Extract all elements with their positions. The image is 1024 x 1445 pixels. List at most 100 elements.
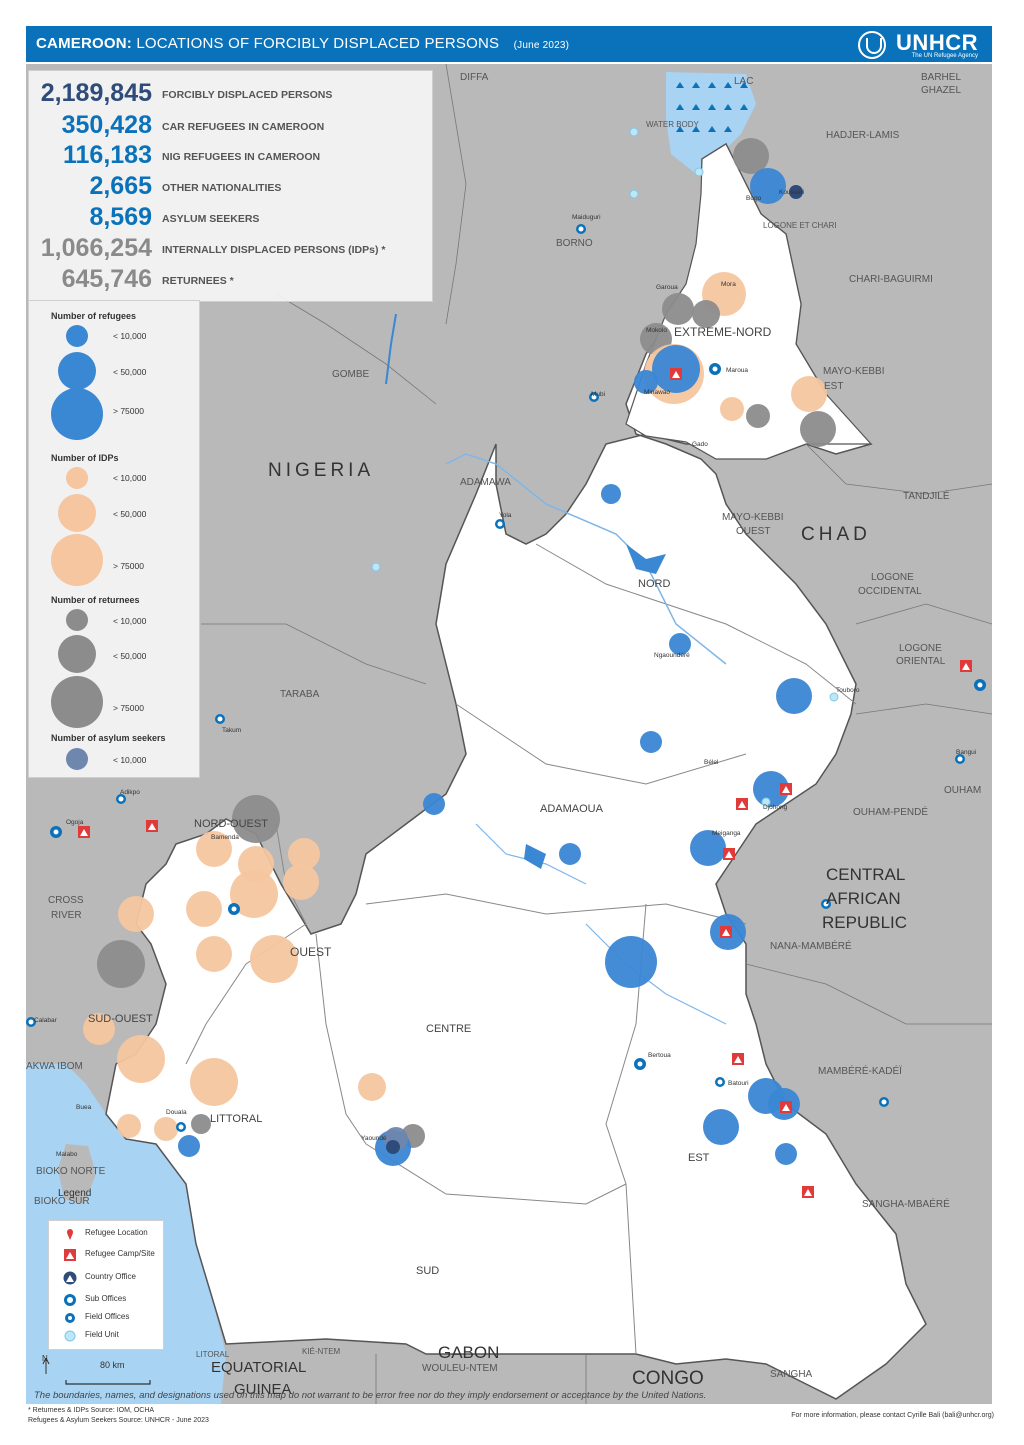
refugees-circle xyxy=(423,793,445,815)
neighbour-label-17: NANA-MAMBÉRÉ xyxy=(770,939,852,952)
town-label-20: Mubi xyxy=(591,391,605,398)
office-marker-core xyxy=(823,901,829,907)
refugees-circle xyxy=(703,1109,739,1145)
country-label-nigeria: NIGERIA xyxy=(268,460,374,481)
legend-returnee-medium xyxy=(58,635,96,673)
legend-asylum-title: Number of asylum seekers xyxy=(51,733,166,743)
car-boundary-2 xyxy=(745,963,992,1025)
region-label-6: LITTORAL xyxy=(210,1113,262,1125)
refugees-circle xyxy=(776,678,812,714)
region-label-5: SUD-OUEST xyxy=(88,1013,153,1025)
region-label-0: EXTREME-NORD xyxy=(674,325,772,339)
neighbour-label-21: BORNO xyxy=(556,238,593,249)
legend-refugee-lbl-1: < 10,000 xyxy=(113,331,147,341)
boundary-nord-adamaoua xyxy=(535,543,857,705)
office-marker-core xyxy=(637,1061,643,1067)
refugee-location-icon xyxy=(67,1229,73,1240)
boundary-centre-est xyxy=(365,893,747,925)
refugee-camp-icon xyxy=(64,1249,76,1261)
town-label-10: Buea xyxy=(76,1104,92,1111)
legend-idp-medium xyxy=(58,494,96,532)
town-label-2: Kousseri xyxy=(779,189,804,196)
region-label-8: EST xyxy=(688,1152,710,1164)
idps-circle xyxy=(250,935,298,983)
north-label: N xyxy=(42,1354,48,1363)
neighbour-label-13: LOGONE xyxy=(899,643,942,654)
country-label-congo: CONGO xyxy=(632,1368,704,1389)
neighbour-label-11: LOGONE xyxy=(871,572,914,583)
neighbour-label-18: MAMBÉRÉ-KADÉÏ xyxy=(818,1064,902,1077)
neighbour-label-2: BARHEL xyxy=(921,72,961,83)
symbol-legend: Refugee Location Refugee Camp/Site Count… xyxy=(48,1220,164,1350)
stat-asylum-seekers: 8,569 ASYLUM SEEKERS xyxy=(89,203,260,231)
field-unit-marker xyxy=(629,127,639,137)
refugees-circle xyxy=(634,370,658,394)
island-site-icon xyxy=(676,126,684,132)
town-label-5: Bertoua xyxy=(648,1052,671,1059)
refugees-circle xyxy=(690,830,726,866)
map-labels: NIGERIA CHAD CENTRAL AFRICAN REPUBLIC GABON CO… xyxy=(26,72,981,1398)
neighbour-label-10: OUEST xyxy=(736,526,770,537)
field-unit-marker xyxy=(694,167,704,177)
town-label-0: Maroua xyxy=(726,367,748,374)
legend-returnee-lbl-3: > 75000 xyxy=(113,703,144,713)
town-label-25: Calabar xyxy=(34,1017,58,1024)
idps-circle xyxy=(196,936,232,972)
camp-tent-shape xyxy=(962,663,970,670)
town-label-26: Malabo xyxy=(56,1151,78,1158)
idps-circle xyxy=(196,831,232,867)
legend-returnee-large xyxy=(51,676,103,728)
legend-idp-lbl-2: < 50,000 xyxy=(113,509,147,519)
town-label-7: Yaoundé xyxy=(361,1135,387,1142)
map-canvas[interactable]: NIGERIA CHAD CENTRAL AFRICAN REPUBLIC GABON CO… xyxy=(26,64,992,1404)
returnees-circle xyxy=(662,293,694,325)
refugees-circle xyxy=(601,484,621,504)
island-site-icon xyxy=(708,104,716,110)
idps-circle xyxy=(358,1073,386,1101)
returnees-circle xyxy=(800,411,836,447)
scale-line xyxy=(65,1380,151,1385)
field-unit-marker xyxy=(829,692,839,702)
camp-tent-shape xyxy=(782,786,790,793)
town-label-21: Bogo xyxy=(746,195,762,202)
neighbour-label-9: MAYO-KEBBI xyxy=(722,512,784,523)
region-label-1: NORD xyxy=(638,578,670,590)
country-office-marker xyxy=(789,185,803,199)
legend-returnees-title: Number of returnees xyxy=(51,595,140,605)
stat-idps: 1,066,254 INTERNALLY DISPLACED PERSONS (I… xyxy=(40,234,386,262)
camp-tent-shape xyxy=(80,829,88,836)
car-boundary-1 xyxy=(855,703,992,715)
idps-circle xyxy=(154,1117,178,1141)
legend-returnee-lbl-2: < 50,000 xyxy=(113,651,147,661)
neighbour-label-15: OUHAM xyxy=(944,785,981,796)
neighbour-label-33: WATER BODY xyxy=(646,120,700,129)
legend-refugees-title: Number of refugees xyxy=(51,311,137,321)
returnees-circle xyxy=(232,795,280,843)
office-marker-core xyxy=(231,906,237,912)
legend-refugee-medium xyxy=(58,352,96,390)
office-points xyxy=(26,82,986,1198)
stat-nig-refugees: 116,183 NIG REFUGEES IN CAMEROON xyxy=(63,141,321,169)
refugees-circle xyxy=(178,1135,200,1157)
town-label-24: Takum xyxy=(222,727,241,734)
returnees-circle xyxy=(97,940,145,988)
legend-refugee-large xyxy=(51,388,103,440)
legend-refugee-lbl-2: < 50,000 xyxy=(113,367,147,377)
legend-title: Legend xyxy=(58,1188,92,1199)
nga-boundary-2 xyxy=(275,293,437,405)
nga-boundary-1 xyxy=(445,64,467,325)
office-marker-core xyxy=(118,796,124,802)
island-site-icon xyxy=(740,104,748,110)
island-site-icon xyxy=(724,82,732,88)
country-label-gabon: GABON xyxy=(438,1343,499,1362)
scale-label: 80 km xyxy=(100,1360,125,1370)
boundary-sud xyxy=(365,1143,627,1205)
neighbour-label-25: CROSS xyxy=(48,895,84,906)
sub-office-icon xyxy=(64,1294,76,1306)
stat-returnees: 645,746 RETURNEES * xyxy=(61,265,234,293)
neighbour-label-14: ORIENTAL xyxy=(896,656,946,667)
mbakaou-lake xyxy=(524,844,546,869)
country-label-chad: CHAD xyxy=(801,524,871,545)
office-marker-core xyxy=(712,366,718,372)
field-unit-marker xyxy=(629,189,639,199)
